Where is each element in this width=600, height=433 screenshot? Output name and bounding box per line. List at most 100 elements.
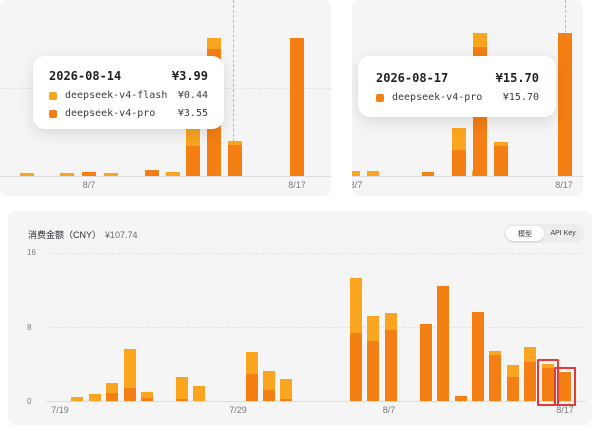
x-axis-line [46, 401, 586, 402]
chart-bar[interactable] [352, 171, 360, 176]
bar-segment-flash [193, 386, 206, 401]
bar-segment-pro [175, 399, 188, 401]
chart-bar[interactable] [20, 173, 34, 176]
chart-bar-8-1[interactable] [280, 378, 293, 401]
y-tick-label: 8 [27, 323, 32, 332]
chart-bar[interactable] [228, 141, 242, 176]
bar-segment-pro [350, 333, 363, 401]
legend-swatch-flash [49, 91, 57, 100]
chart-bar[interactable] [186, 126, 200, 176]
tooltip-model-value: ¥15.70 [502, 92, 539, 103]
bar-segment-flash [106, 383, 119, 393]
y-tick-label: 0 [27, 397, 32, 406]
bar-segment-flash [367, 315, 380, 341]
x-tick-label: 8/17 [555, 180, 573, 190]
bar-segment-flash [71, 397, 84, 401]
chart-bar-8-6[interactable] [367, 315, 380, 401]
chart-bar[interactable] [166, 172, 180, 176]
chart-bar-8-10[interactable] [437, 286, 450, 401]
chart-title: 消费金额（CNY） ¥107.74 [28, 228, 138, 241]
x-tick-label: 7/19 [51, 405, 69, 415]
highlight-box [536, 359, 559, 406]
tooltip-row: deepseek-v4-pro ¥3.55 [49, 108, 208, 119]
grid-line [46, 253, 586, 254]
chart-bar-7-31[interactable] [262, 371, 275, 401]
highlight-box [554, 367, 576, 406]
y-tick-label: 16 [27, 248, 36, 257]
chart-bar[interactable] [290, 38, 304, 176]
chart-bar-7-30[interactable] [245, 351, 258, 401]
bar-segment-pro [123, 388, 136, 401]
chart-bar-8-17[interactable] [559, 372, 571, 401]
chart-bar[interactable] [82, 172, 96, 176]
chart-bar-8-14[interactable] [506, 364, 519, 401]
bar-segment-flash [280, 378, 293, 400]
chart-bar-7-22[interactable] [106, 383, 119, 401]
bar-segment-pro [367, 340, 380, 401]
tooltip-row: deepseek-v4-flash ¥0.44 [49, 90, 208, 101]
bar-segment-flash [524, 347, 537, 363]
chart-bar-8-13[interactable] [489, 351, 502, 401]
view-toggle[interactable]: 模型 API Key [504, 224, 584, 243]
chart-bar[interactable] [104, 173, 118, 176]
tooltip-model-name: deepseek-v4-pro [392, 92, 483, 103]
chart-bar-7-21[interactable] [88, 393, 101, 401]
chart-bar[interactable] [452, 128, 466, 176]
chart-bar-7-23[interactable] [123, 349, 136, 401]
bar-segment-pro [437, 286, 450, 401]
x-tick-label: 8/7 [82, 180, 96, 190]
x-tick-label: 7/29 [229, 405, 247, 415]
chart-bar[interactable] [367, 171, 379, 176]
chart-bar-8-7[interactable] [384, 313, 397, 401]
chart-bar-8-16[interactable] [541, 364, 554, 401]
chart-bar-8-9[interactable] [419, 324, 432, 401]
bar-segment-pro [141, 398, 154, 401]
bar-segment-pro [559, 372, 571, 401]
chart-bar-8-5[interactable] [350, 277, 363, 401]
chart-bar[interactable] [60, 173, 74, 176]
bar-segment-pro [106, 392, 119, 401]
tooltip-row: deepseek-v4-pro ¥15.70 [376, 92, 539, 103]
tooltip-model-value: ¥0.44 [177, 90, 208, 101]
tooltip: 2026-08-17 ¥15.70 deepseek-v4-pro ¥15.70 [358, 56, 556, 117]
bar-segment-flash [262, 371, 275, 390]
bar-segment-flash [541, 364, 554, 369]
chart-bar[interactable] [422, 172, 434, 176]
tooltip-header: 2026-08-14 ¥3.99 [49, 69, 208, 83]
chart-bar[interactable] [145, 170, 159, 176]
chart-bar-8-15[interactable] [524, 347, 537, 401]
tooltip-total: ¥15.70 [495, 71, 539, 85]
bar-segment-pro [471, 312, 484, 401]
chart-bar-7-26[interactable] [175, 376, 188, 401]
bar-segment-flash [141, 391, 154, 399]
bar-segment-pro [280, 399, 293, 401]
bar-segment-flash [489, 351, 502, 355]
total-amount: ¥107.74 [105, 230, 138, 240]
x-axis-line [0, 176, 331, 177]
bar-segment-flash [245, 351, 258, 375]
legend-swatch-pro [49, 109, 57, 118]
chart-bar-8-11[interactable] [454, 396, 467, 401]
bar-segment-pro [454, 396, 467, 401]
chart-bar-8-12[interactable] [471, 312, 484, 401]
legend-swatch-pro [376, 93, 384, 102]
toggle-api-key[interactable]: API Key [550, 230, 576, 237]
x-tick-label: 8/17 [556, 405, 574, 415]
x-tick-label: 8/17 [288, 180, 306, 190]
x-tick-label: 8/7 [352, 180, 363, 190]
bar-segment-pro [506, 376, 519, 401]
tooltip-model-name: deepseek-v4-pro [65, 108, 156, 119]
toggle-model[interactable]: 模型 [506, 226, 544, 241]
chart-bar[interactable] [558, 33, 572, 176]
chart-bar-7-27[interactable] [193, 386, 206, 401]
bar-segment-pro [541, 368, 554, 401]
chart-bar-7-24[interactable] [141, 391, 154, 401]
tooltip-model-value: ¥3.55 [177, 108, 208, 119]
bar-segment-flash [506, 364, 519, 377]
chart-bar[interactable] [494, 142, 508, 176]
chart-bar-7-20[interactable] [71, 397, 84, 401]
bar-segment-flash [175, 376, 188, 400]
spending-chart-card: 消费金额（CNY） ¥107.74 模型 API Key 16 8 0 7/19 … [8, 211, 592, 425]
bar-segment-flash [350, 277, 363, 334]
bar-segment-pro [524, 362, 537, 401]
